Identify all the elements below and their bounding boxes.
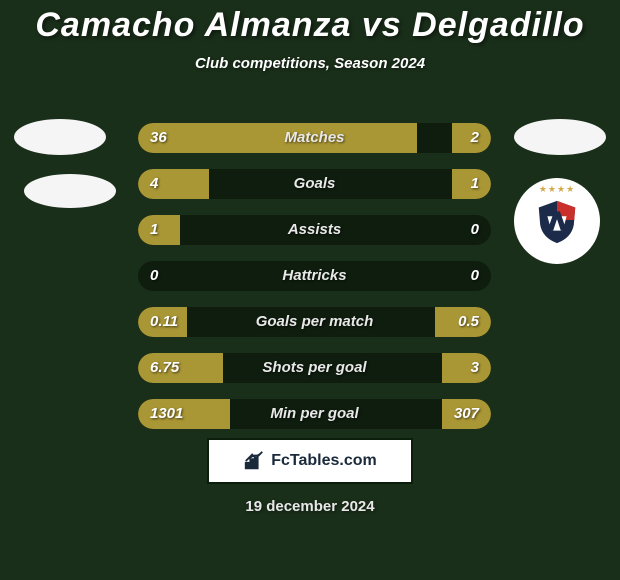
player-left-crest-2 — [24, 174, 116, 208]
metric-label: Matches — [138, 123, 491, 153]
crest-stars: ★★★★ — [539, 184, 575, 195]
stat-row: Min per goal1301 307 — [138, 399, 491, 429]
value-left: 6.75 — [150, 353, 179, 383]
chart-icon — [243, 450, 265, 472]
stat-row: Matches36 2 — [138, 123, 491, 153]
value-left: 0.11 — [150, 307, 178, 337]
stat-row: Hattricks0 0 — [138, 261, 491, 291]
metric-label: Assists — [138, 215, 491, 245]
value-left: 0 — [150, 261, 158, 291]
stat-row: Assists1 0 — [138, 215, 491, 245]
value-left: 36 — [150, 123, 167, 153]
player-right-crest-2: ★★★★ — [514, 178, 600, 264]
player-left-crest-1 — [14, 119, 106, 155]
stat-row: Goals4 1 — [138, 169, 491, 199]
stats-table: Matches362Goals41Assists10Hattricks00Goa… — [138, 123, 491, 445]
page-subtitle: Club competitions, Season 2024 — [0, 55, 620, 72]
branding-text: FcTables.com — [271, 452, 377, 470]
value-right: 0 — [471, 215, 479, 245]
page-title: Camacho Almanza vs Delgadillo — [0, 0, 620, 45]
metric-label: Goals per match — [138, 307, 491, 337]
shield-icon — [533, 197, 581, 245]
stat-row: Shots per goal6.75 3 — [138, 353, 491, 383]
stat-row: Goals per match0.11 0.5 — [138, 307, 491, 337]
metric-label: Goals — [138, 169, 491, 199]
value-right: 3 — [471, 353, 479, 383]
branding-box: FcTables.com — [207, 438, 413, 484]
metric-label: Hattricks — [138, 261, 491, 291]
value-right: 2 — [471, 123, 479, 153]
value-right: 307 — [454, 399, 479, 429]
metric-label: Shots per goal — [138, 353, 491, 383]
value-left: 4 — [150, 169, 158, 199]
value-right: 0.5 — [458, 307, 479, 337]
player-right-crest-1 — [514, 119, 606, 155]
metric-label: Min per goal — [138, 399, 491, 429]
value-left: 1301 — [150, 399, 183, 429]
value-left: 1 — [150, 215, 158, 245]
date-text: 19 december 2024 — [0, 498, 620, 515]
value-right: 0 — [471, 261, 479, 291]
value-right: 1 — [471, 169, 479, 199]
